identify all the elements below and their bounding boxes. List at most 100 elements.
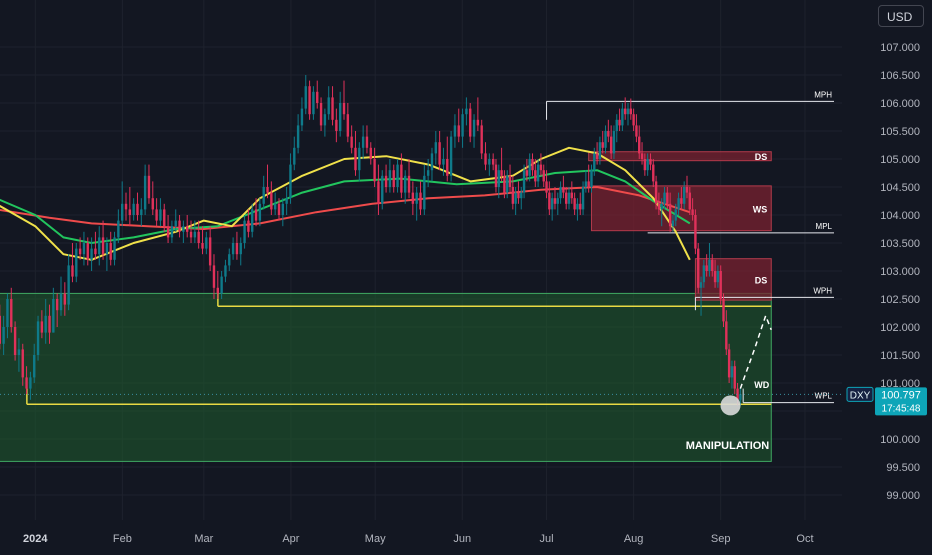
candle-body[interactable] [476,119,480,126]
candle-body[interactable] [525,170,529,176]
candle-body[interactable] [598,142,602,159]
candle-body[interactable] [186,226,189,232]
candle-body[interactable] [548,192,551,210]
candle-body[interactable] [725,321,728,350]
candle-body[interactable] [331,97,334,120]
candle-body[interactable] [75,248,78,277]
candle-body[interactable] [449,136,453,176]
candle-body[interactable] [666,192,669,204]
candle-body[interactable] [702,265,706,283]
candle-body[interactable] [545,181,548,193]
candle-body[interactable] [400,164,403,193]
candle-body[interactable] [739,394,742,400]
candle-body[interactable] [688,192,691,210]
candle-body[interactable] [699,282,703,288]
candle-body[interactable] [480,125,483,154]
candle-body[interactable] [373,159,376,182]
candle-body[interactable] [166,226,170,238]
candle-body[interactable] [273,203,277,210]
candle-body[interactable] [508,175,512,187]
candle-body[interactable] [140,209,143,215]
candle-body[interactable] [562,187,565,193]
candle-body[interactable] [488,159,491,165]
candle-body[interactable] [559,187,562,199]
candle-body[interactable] [151,198,154,210]
candle-body[interactable] [40,321,44,333]
candle-body[interactable] [581,187,585,210]
candle-body[interactable] [308,86,311,115]
candle-body[interactable] [411,192,415,204]
candle-body[interactable] [105,243,109,255]
candle-body[interactable] [623,108,627,115]
candle-body[interactable] [33,355,36,378]
candle-body[interactable] [500,170,503,176]
candle-body[interactable] [635,125,638,137]
candle-body[interactable] [323,114,327,126]
currency-button[interactable]: USD [878,5,924,27]
candle-body[interactable] [377,181,380,204]
candle-body[interactable] [677,198,680,210]
candle-body[interactable] [503,175,506,193]
candle-body[interactable] [262,187,265,204]
candle-body[interactable] [534,170,537,182]
candle-body[interactable] [553,198,557,204]
candle-body[interactable] [178,220,181,232]
candle-body[interactable] [407,175,411,193]
candle-body[interactable] [124,203,128,210]
candle-body[interactable] [453,125,457,137]
candle-body[interactable] [36,321,40,355]
candle-body[interactable] [78,248,82,255]
candle-body[interactable] [719,271,722,299]
candle-body[interactable] [231,243,235,255]
candle-body[interactable] [576,203,579,210]
candle-body[interactable] [550,198,554,210]
candle-body[interactable] [277,203,281,215]
candle-body[interactable] [446,159,449,176]
candle-body[interactable] [71,265,74,277]
candle-body[interactable] [438,142,441,165]
candle-body[interactable] [174,220,177,227]
candle-body[interactable] [6,299,9,327]
candle-body[interactable] [691,209,694,215]
candle-body[interactable] [621,108,624,126]
candle-body[interactable] [539,164,543,171]
candle-body[interactable] [319,103,323,126]
candle-body[interactable] [396,164,399,187]
candle-body[interactable] [220,276,223,294]
candle-body[interactable] [660,203,663,210]
candle-body[interactable] [358,147,361,171]
candle-body[interactable] [643,159,647,171]
candle-body[interactable] [29,377,32,389]
candle-body[interactable] [216,287,219,294]
candle-body[interactable] [556,198,559,204]
candle-body[interactable] [626,108,630,115]
candle-body[interactable] [98,237,101,255]
candle-body[interactable] [520,192,523,199]
candle-body[interactable] [522,170,526,193]
candle-body[interactable] [674,209,677,221]
candle-body[interactable] [567,192,571,204]
candle-body[interactable] [430,153,434,171]
candle-body[interactable] [697,248,700,288]
candle-body[interactable] [649,159,652,165]
candle-body[interactable] [59,293,63,311]
candle-body[interactable] [342,103,346,115]
candle-body[interactable] [254,209,258,221]
candle-body[interactable] [281,203,285,215]
candle-body[interactable] [369,147,372,159]
candle-body[interactable] [55,299,59,311]
candle-body[interactable] [511,187,515,204]
candle-body[interactable] [2,327,5,344]
candle-body[interactable] [354,147,357,171]
candle-body[interactable] [491,159,495,165]
candle-body[interactable] [573,198,576,210]
candle-body[interactable] [461,114,464,137]
candle-body[interactable] [604,131,607,148]
candle-body[interactable] [426,170,430,176]
candle-body[interactable] [52,299,55,333]
candle-body[interactable] [722,299,725,322]
time-axis[interactable]: 2024 Feb Mar Apr May Jun Jul Aug Sep Oct [23,533,813,545]
candle-body[interactable] [159,209,162,221]
